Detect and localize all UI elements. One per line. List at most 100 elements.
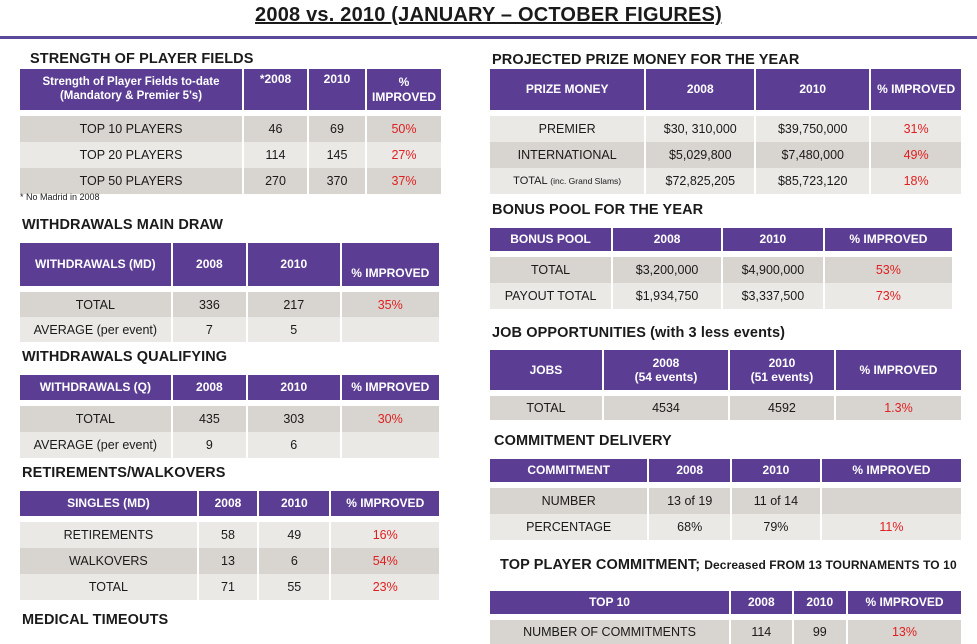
bonus-col-label: BONUS POOL [490,228,612,251]
retirements-table: SINGLES (MD) 2008 2010 % IMPROVED RETIRE… [18,491,441,600]
value-2010: 145 [309,142,365,168]
value-improved: 49% [871,142,961,168]
withdrawals-q-heading: WITHDRAWALS QUALIFYING [22,349,228,365]
prize-heading: PROJECTED PRIZE MONEY FOR THE YEAR [492,52,800,68]
value-improved [341,432,439,458]
retirements-heading: RETIREMENTS/WALKOVERS [22,465,226,481]
value-2010: 6 [248,432,340,458]
row-label: PERCENTAGE [490,514,648,540]
value-improved: 13% [848,620,961,644]
value-2008: $30, 310,000 [646,116,755,142]
row-label: RETIREMENTS [20,522,197,548]
value-improved: 16% [331,522,439,548]
table-row: PERCENTAGE 68% 79% 11% [490,514,961,540]
jobs-table: JOBS 2008 (54 events) 2010 (51 events) % I… [488,350,963,420]
value-2008: 114 [731,620,792,644]
jobs-col-improved: % IMPROVED [835,350,961,390]
value-improved: 30% [341,406,439,432]
strength-col-label: Strength of Player Fields to-date (Manda… [20,69,242,110]
wq-col-2010: 2010 [248,375,340,400]
value-2008: 9 [172,432,247,458]
jobs-col-2008-events: (54 events) [634,370,698,384]
row-label: PAYOUT TOTAL [490,283,612,309]
bonus-col-2010: 2010 [723,228,823,251]
value-improved [341,317,439,342]
strength-footnote: * No Madrid in 2008 [20,192,100,202]
value-improved: 73% [824,283,952,309]
table-row: NUMBER 13 of 19 11 of 14 [490,488,961,514]
row-label-note: (inc. Grand Slams) [550,176,622,186]
table-row: TOP 10 PLAYERS 46 69 50% [20,116,441,142]
value-2008: 7 [172,317,247,342]
value-improved: 50% [367,116,441,142]
top-col-2010: 2010 [793,591,846,614]
top-player-heading: TOP PLAYER COMMITMENT; Decreased FROM 13… [500,557,957,573]
row-label-text: TOTAL [513,175,548,187]
value-2010: 49 [259,522,330,548]
strength-heading: STRENGTH OF PLAYER FIELDS [30,51,254,67]
prize-col-improved: % IMPROVED [871,69,961,110]
top-col-2008: 2008 [731,591,792,614]
jobs-col-2010: 2010 (51 events) [730,350,834,390]
value-2010: 99 [793,620,846,644]
medical-heading: MEDICAL TIMEOUTS [22,612,169,628]
value-2008: $72,825,205 [646,168,755,194]
table-row: AVERAGE (per event) 7 5 [20,317,439,342]
table-row: TOTAL $3,200,000 $4,900,000 53% [490,257,952,283]
value-improved: 1.3% [835,396,961,420]
row-label: TOTAL [20,292,171,317]
ret-col-improved: % IMPROVED [331,491,439,516]
value-2010: 4592 [730,396,834,420]
table-row: INTERNATIONAL $5,029,800 $7,480,000 49% [490,142,961,168]
table-row: TOTAL (inc. Grand Slams) $72,825,205 $85… [490,168,961,194]
row-label: AVERAGE (per event) [20,432,171,458]
page-title: 2008 vs. 2010 (JANUARY – OCTOBER FIGURES… [255,4,722,26]
commit-col-2008: 2008 [649,459,731,482]
table-row: PREMIER $30, 310,000 $39,750,000 31% [490,116,961,142]
value-2010: 55 [259,574,330,600]
value-2010: $7,480,000 [756,142,870,168]
row-label: INTERNATIONAL [490,142,645,168]
table-row: TOTAL 336 217 35% [20,292,439,317]
row-label: TOTAL [490,257,612,283]
row-label: NUMBER [490,488,648,514]
wmd-col-2010: 2010 [248,243,340,286]
table-row: TOP 50 PLAYERS 270 370 37% [20,168,441,194]
value-2008: 270 [244,168,307,194]
wq-col-2008: 2008 [172,375,247,400]
ret-col-2010: 2010 [259,491,330,516]
top-player-heading-note: Decreased FROM 13 TOURNAMENTS TO 10 [704,558,957,572]
table-row: TOTAL 4534 4592 1.3% [490,396,961,420]
table-row: NUMBER OF COMMITMENTS 114 99 13% [490,620,961,644]
jobs-col-2010-year: 2010 [768,355,796,370]
value-2010: 69 [309,116,365,142]
withdrawals-q-table: WITHDRAWALS (Q) 2008 2010 % IMPROVED TOT… [18,375,441,458]
strength-col-2010: 2010 [309,69,365,110]
value-2008: 13 [198,548,258,574]
wq-col-improved: % IMPROVED [341,375,439,400]
value-improved: 23% [331,574,439,600]
strength-table: Strength of Player Fields to-date (Manda… [18,69,443,194]
value-improved: 11% [821,514,961,540]
row-label: WALKOVERS [20,548,197,574]
value-2008: $1,934,750 [613,283,722,309]
value-2008: 435 [172,406,247,432]
table-row: PAYOUT TOTAL $1,934,750 $3,337,500 73% [490,283,952,309]
row-label: TOP 50 PLAYERS [20,168,242,194]
table-row: TOP 20 PLAYERS 114 145 27% [20,142,441,168]
value-2008: 114 [244,142,307,168]
withdrawals-md-heading: WITHDRAWALS MAIN DRAW [22,217,224,233]
value-2008: $3,200,000 [613,257,722,283]
commit-col-2010: 2010 [732,459,820,482]
value-2008: 71 [198,574,258,600]
wmd-col-label: WITHDRAWALS (MD) [20,243,171,286]
top-player-table: TOP 10 2008 2010 % IMPROVED NUMBER OF CO… [488,591,963,644]
row-label: TOP 10 PLAYERS [20,116,242,142]
top-col-label: TOP 10 [490,591,730,614]
value-2010: 5 [248,317,340,342]
commitment-table: COMMITMENT 2008 2010 % IMPROVED NUMBER 1… [488,459,963,540]
row-label: PREMIER [490,116,645,142]
value-improved [821,488,961,514]
value-2008: 68% [649,514,731,540]
jobs-col-2008-year: 2008 [652,355,680,370]
